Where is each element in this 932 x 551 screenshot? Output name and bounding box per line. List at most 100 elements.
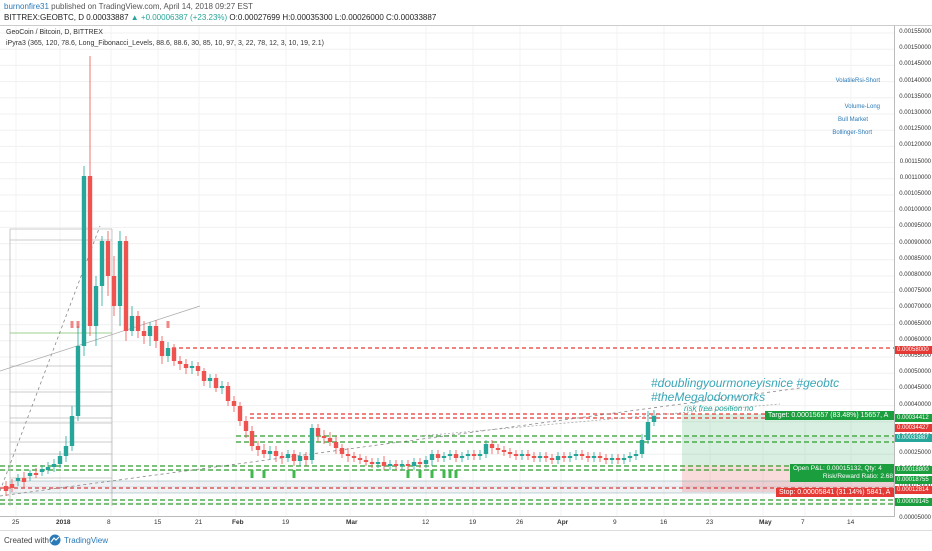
price-tick: 0.00135000 bbox=[899, 93, 931, 100]
candle-body bbox=[375, 462, 381, 464]
price-tick: 0.00100000 bbox=[899, 207, 931, 214]
candle-body bbox=[171, 348, 177, 361]
candle-body bbox=[15, 478, 21, 481]
price-tick: 0.00075000 bbox=[899, 288, 931, 295]
price-tick: 0.00045000 bbox=[899, 385, 931, 392]
symbol-line: BITTREX:GEOBTC, D 0.00033887 ▲ +0.000063… bbox=[4, 13, 436, 22]
price-tick: 0.00025000 bbox=[899, 450, 931, 457]
buy-signal-marker bbox=[406, 470, 410, 478]
buy-signal-marker bbox=[250, 470, 254, 478]
buy-signal-marker bbox=[430, 470, 434, 478]
legend-bull-market: Bull Market bbox=[837, 117, 868, 123]
candle-body bbox=[177, 361, 183, 364]
price-tick: 0.00005000 bbox=[899, 515, 931, 521]
candle-body bbox=[195, 366, 201, 371]
candle-body bbox=[99, 241, 105, 286]
tradingview-brand-link[interactable]: TradingView bbox=[64, 536, 109, 545]
candle-body bbox=[309, 428, 315, 460]
price-badge: 0.00034427 bbox=[895, 424, 932, 432]
price-tick: 0.00105000 bbox=[899, 191, 931, 197]
candle-body bbox=[555, 456, 561, 460]
candle-body bbox=[333, 442, 339, 448]
publish-info: published on TradingView.com, April 14, … bbox=[51, 2, 253, 11]
price-tick: 0.00155000 bbox=[899, 29, 931, 35]
candle-body bbox=[51, 464, 57, 467]
legend-bollinger-short: Bollinger-Short bbox=[832, 130, 872, 136]
candle-body bbox=[105, 241, 111, 276]
candle-body bbox=[45, 467, 51, 470]
risk-free-note: risk free position no bbox=[684, 404, 754, 413]
price-badge: 0.00058000 bbox=[895, 346, 932, 354]
hashtag-text-1: #doublingyourmoneyisnice #geobtc bbox=[651, 376, 840, 390]
candle-body bbox=[315, 428, 321, 436]
time-tick: 2018 bbox=[56, 519, 71, 526]
buy-signal-marker bbox=[262, 470, 266, 478]
fib-band bbox=[9, 480, 894, 494]
price-tick: 0.00130000 bbox=[899, 110, 931, 116]
ohlc-values: O:0.00027699 H:0.00035300 L:0.00026000 C… bbox=[229, 13, 437, 22]
price-badge: 0.00034412 bbox=[895, 414, 932, 422]
publish-line: burnonfire31 published on TradingView.co… bbox=[4, 2, 253, 11]
time-tick: Feb bbox=[232, 519, 244, 526]
candle-body bbox=[417, 462, 423, 464]
candle-body bbox=[39, 469, 45, 472]
open-pnl-text: Open P&L: 0.00015132, Qty: 4 bbox=[793, 465, 882, 472]
symbol: BITTREX:GEOBTC, D bbox=[4, 13, 85, 22]
candle-body bbox=[81, 176, 87, 346]
price-tick: 0.00095000 bbox=[899, 223, 931, 230]
time-tick: 19 bbox=[282, 519, 290, 526]
price-tick: 0.00015000 bbox=[899, 483, 931, 489]
price-tick: 0.00140000 bbox=[899, 77, 931, 84]
price-tick: 0.00090000 bbox=[899, 239, 931, 246]
candle-body bbox=[141, 331, 147, 336]
candle-body bbox=[531, 456, 537, 458]
target-label[interactable]: Target: 0.00015657 (83.48%) 15657, A bbox=[765, 411, 894, 420]
price-badge: 0.00009145 bbox=[895, 498, 932, 506]
candle-body bbox=[69, 416, 75, 446]
candle-body bbox=[633, 454, 639, 456]
candle-body bbox=[603, 458, 609, 460]
time-axis[interactable]: 25 2018 8 15 21 Feb 19 Mar 12 19 26 Apr 9 16 23 May 7 14 bbox=[0, 516, 894, 531]
candle-body bbox=[435, 454, 441, 458]
candle-body bbox=[249, 431, 255, 446]
stop-label[interactable]: Stop: 0.00005841 (31.14%) 5841, A bbox=[776, 488, 894, 497]
candle-body bbox=[447, 454, 453, 456]
candle-body bbox=[321, 436, 327, 438]
candle-body bbox=[285, 454, 291, 458]
time-tick: Apr bbox=[557, 519, 569, 526]
price-badge: 0.00018800 bbox=[895, 466, 932, 474]
footer: Created with TradingView bbox=[0, 530, 932, 551]
candle-body bbox=[351, 456, 357, 458]
time-tick: 16 bbox=[660, 519, 668, 526]
trend-line bbox=[0, 387, 801, 497]
candle-body bbox=[459, 456, 465, 458]
price-chart[interactable] bbox=[0, 26, 894, 517]
candle-body bbox=[489, 444, 495, 448]
candle-body bbox=[627, 456, 633, 458]
price-axis[interactable]: 0.00155000 0.00150000 0.00145000 0.00140000… bbox=[894, 25, 932, 521]
chart-area[interactable]: GeoCoin / Bitcoin, D, BITTREX iPyra3 (36… bbox=[0, 25, 894, 517]
candle-body bbox=[33, 473, 39, 475]
candle-body bbox=[621, 458, 627, 460]
author-link[interactable]: burnonfire31 bbox=[4, 2, 49, 11]
open-pnl-box[interactable]: Open P&L: 0.00015132, Qty: 4 Risk/Reward… bbox=[790, 464, 894, 482]
candle-body bbox=[393, 464, 399, 466]
sell-signal-marker bbox=[166, 321, 170, 328]
candle-body bbox=[9, 484, 15, 488]
price-tick: 0.00080000 bbox=[899, 272, 931, 278]
price-badge: 0.00033887 bbox=[895, 434, 932, 442]
price-tick: 0.00150000 bbox=[899, 45, 931, 52]
created-with-text: Created with bbox=[4, 536, 49, 545]
risk-reward-text: Risk/Reward Ratio: 2.68 bbox=[822, 473, 893, 480]
time-tick: Mar bbox=[346, 519, 358, 526]
candle-body bbox=[639, 440, 645, 454]
candle-body bbox=[93, 286, 99, 326]
candle-body bbox=[279, 456, 285, 458]
price-tick: 0.00110000 bbox=[899, 174, 931, 181]
sell-signal-marker bbox=[70, 321, 74, 328]
candle-body bbox=[567, 456, 573, 458]
time-tick: 14 bbox=[847, 519, 855, 526]
candle-body bbox=[327, 438, 333, 442]
sell-signal-marker bbox=[76, 321, 80, 328]
candle-body bbox=[225, 386, 231, 401]
